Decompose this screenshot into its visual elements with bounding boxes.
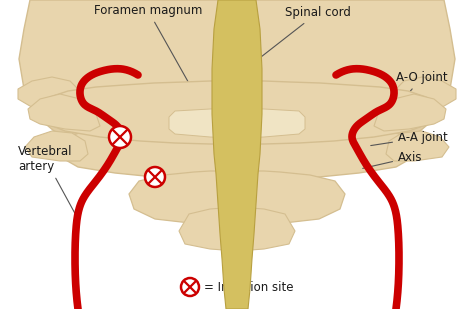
- Text: Vertebral
artery: Vertebral artery: [18, 145, 77, 217]
- Polygon shape: [129, 171, 345, 225]
- Polygon shape: [38, 81, 438, 144]
- Polygon shape: [374, 94, 446, 131]
- Polygon shape: [40, 114, 440, 153]
- Polygon shape: [392, 77, 456, 114]
- Text: A-O joint: A-O joint: [372, 71, 447, 137]
- Circle shape: [145, 167, 165, 187]
- Polygon shape: [19, 0, 455, 154]
- Polygon shape: [25, 131, 88, 161]
- Text: A-A joint: A-A joint: [371, 131, 448, 146]
- Text: Atlas: Atlas: [377, 111, 427, 124]
- Polygon shape: [386, 131, 449, 161]
- Polygon shape: [169, 108, 305, 138]
- Polygon shape: [60, 121, 414, 180]
- Polygon shape: [212, 0, 262, 309]
- Circle shape: [109, 126, 131, 148]
- Polygon shape: [18, 77, 82, 114]
- Circle shape: [181, 278, 199, 296]
- Text: Foramen magnum: Foramen magnum: [94, 4, 202, 91]
- Polygon shape: [179, 207, 295, 251]
- Text: Axis: Axis: [363, 151, 422, 168]
- Text: Spinal cord: Spinal cord: [254, 6, 351, 62]
- Polygon shape: [28, 94, 100, 131]
- Text: = Injection site: = Injection site: [204, 281, 293, 294]
